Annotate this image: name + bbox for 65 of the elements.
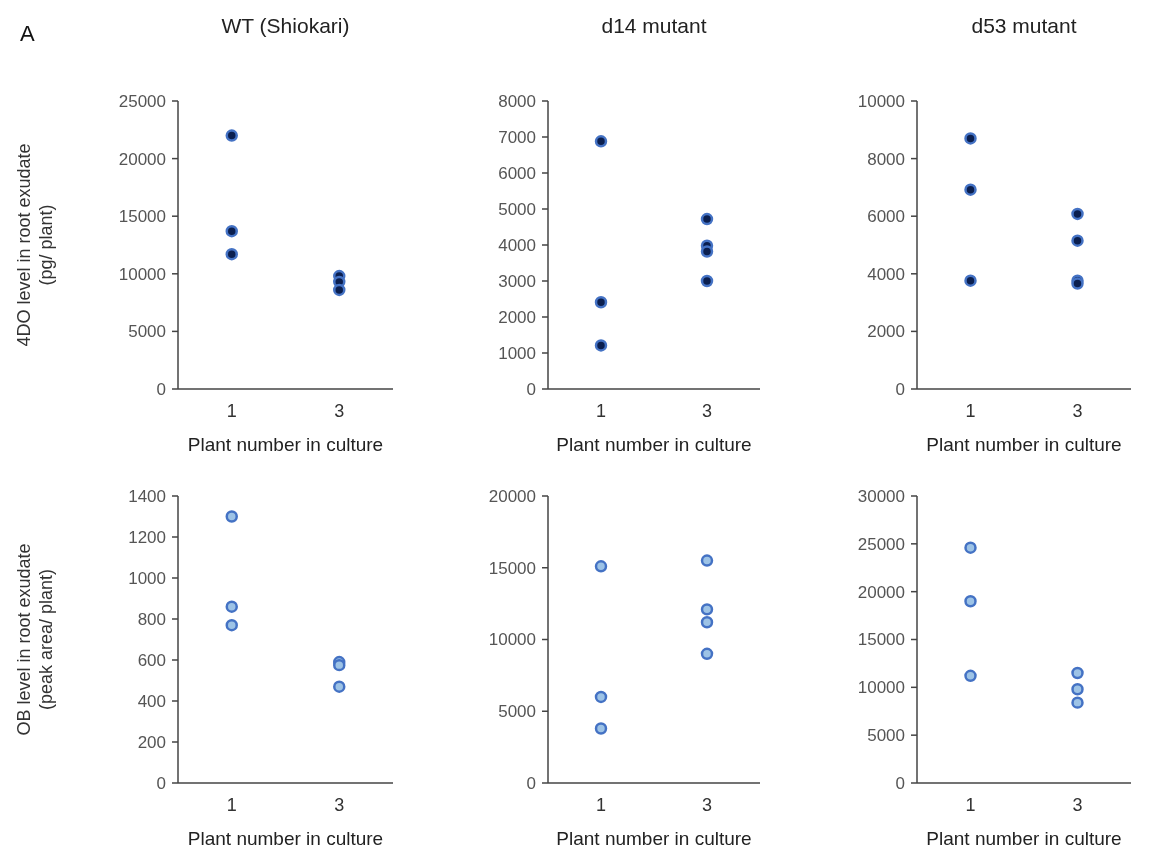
chart-title: d14 mutant [601,14,707,37]
y-tick-label: 0 [156,773,166,793]
x-axis-title: Plant number in culture [926,434,1122,455]
y-tick-label: 15000 [857,630,905,650]
y-tick-label: 25000 [857,534,905,554]
x-axis-title: Plant number in culture [556,434,752,455]
text: A [20,21,35,46]
x-axis-title: Plant number in culture [556,828,752,849]
y-tick-label: 3000 [498,271,536,291]
y-tick-label: 10000 [857,91,905,111]
x-tick-label: 1 [965,795,976,815]
y-tick-label: 6000 [498,163,536,183]
y-tick-label: 0 [526,379,536,399]
x-tick-label: 1 [965,401,976,421]
x-tick-label: 3 [701,401,713,421]
y-tick-label: 0 [156,379,166,399]
y-axis-title: 4DO level in root exudate (pg/ plant) [14,143,56,347]
x-tick-label: 3 [334,795,345,815]
x-tick-label: 3 [701,795,713,815]
y-tick-label: 15000 [118,207,166,227]
y-tick-label: 8000 [498,91,536,111]
y-tick-label: 1200 [128,527,166,547]
y-tick-label: 5000 [128,322,166,342]
y-tick-label: 8000 [867,149,905,169]
y-tick-label: 1400 [128,486,166,506]
chart-title: d53 mutant [971,14,1077,37]
y-tick-label: 20000 [488,486,536,506]
x-tick-label: 1 [595,401,607,421]
x-tick-label: 1 [226,795,237,815]
y-tick-label: 5000 [498,702,536,722]
x-axis-title: Plant number in culture [187,828,384,849]
x-tick-label: 1 [595,795,607,815]
y-tick-label: 200 [137,732,166,752]
y-tick-label: 600 [137,650,166,670]
y-tick-label: 0 [895,773,905,793]
y-tick-label: 4000 [867,264,905,284]
y-tick-label: 4000 [498,235,536,255]
y-tick-label: 5000 [867,726,905,746]
y-tick-label: 6000 [867,207,905,227]
y-tick-label: 0 [895,379,905,399]
y-tick-label: 10000 [857,678,905,698]
y-tick-label: 30000 [857,486,905,506]
y-tick-label: 10000 [488,630,536,650]
y-tick-label: 800 [137,609,166,629]
x-tick-label: 1 [226,401,237,421]
x-tick-label: 3 [1072,795,1083,815]
y-tick-label: 2000 [498,307,536,327]
y-tick-label: 2000 [867,322,905,342]
y-tick-label: 400 [137,691,166,711]
y-tick-label: 5000 [498,199,536,219]
x-axis-title: Plant number in culture [926,828,1122,849]
y-tick-label: 1000 [128,568,166,588]
y-tick-label: 0 [526,773,536,793]
x-tick-label: 3 [334,401,345,421]
y-tick-label: 25000 [118,91,166,111]
x-axis-title: Plant number in culture [187,434,384,455]
y-tick-label: 20000 [118,149,166,169]
y-tick-label: 1000 [498,343,536,363]
chart-title: WT (Shiokari) [221,14,350,37]
y-tick-label: 15000 [488,558,536,578]
y-tick-label: 10000 [118,264,166,284]
y-tick-label: 7000 [498,127,536,147]
y-axis-title: OB level in root exudate (peak area/ plant) [14,543,56,736]
x-tick-label: 3 [1072,401,1083,421]
y-tick-label: 20000 [857,582,905,602]
